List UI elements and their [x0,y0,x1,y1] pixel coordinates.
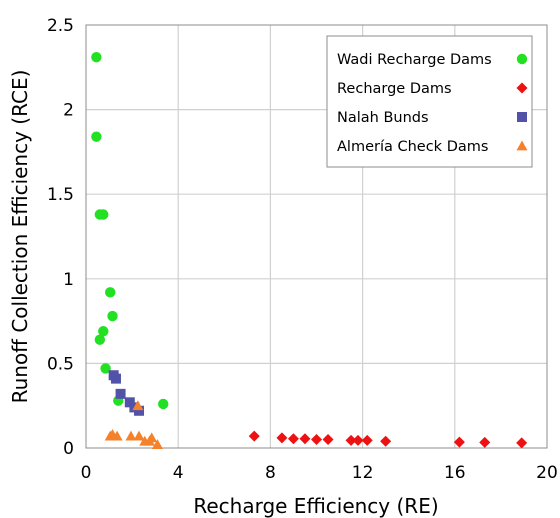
y-tick-label: 1 [63,270,74,290]
legend-label: Nalah Bunds [337,110,429,126]
y-tick-labels: 0 0.5 1 1.5 2 2.5 [47,16,74,459]
y-tick-label: 1.5 [47,185,74,205]
y-axis-title: Runoff Collection Efficiency (RCE) [8,70,32,404]
x-tick-label: 0 [81,463,92,483]
data-point [94,334,106,345]
series-1 [248,430,528,449]
data-point [299,433,311,445]
x-axis-title: Recharge Efficiency (RE) [193,494,438,518]
legend-marker [516,140,528,151]
data-point [91,131,102,142]
data-point [516,437,528,449]
x-tick-label: 16 [444,463,466,483]
data-point [105,287,116,298]
legend-items: Wadi Recharge Dams Recharge Dams Nalah Bun… [337,52,528,155]
y-tick-label: 2 [63,101,74,121]
x-tick-labels: 0 4 8 12 16 20 [81,463,558,483]
data-point [115,388,126,399]
y-tick-label: 0.5 [47,354,74,374]
data-point [345,434,357,446]
data-point [132,400,144,411]
data-point [110,373,121,384]
data-point [322,434,334,446]
series-3 [104,400,163,450]
legend-label: Almería Check Dams [337,139,488,155]
legend-box [326,35,533,168]
data-point [248,430,260,442]
x-tick-label: 12 [352,463,374,483]
data-point [107,310,118,322]
data-point [125,430,137,441]
data-point [134,405,145,416]
legend-label: Wadi Recharge Dams [337,52,492,68]
data-point [380,435,392,447]
x-tick-label: 20 [536,463,558,483]
x-tick-label: 4 [173,463,184,483]
data-point [287,433,299,445]
plot-border [85,24,548,449]
series-0 [91,51,169,410]
data-point [98,326,109,337]
legend: Wadi Recharge Dams Recharge Dams Nalah Bun… [326,35,533,168]
y-tick-label: 2.5 [47,16,74,36]
data-point [124,397,135,408]
data-point [352,434,364,446]
data-point [453,436,465,448]
data-point [479,436,491,448]
data-point [133,430,145,441]
data-markers [91,51,528,450]
data-point [151,439,163,450]
data-point [98,209,109,220]
data-point [361,434,373,446]
y-tick-label: 0 [63,439,74,459]
data-point [146,432,158,443]
data-point [111,430,123,441]
legend-marker [516,82,528,94]
data-point [276,432,288,444]
data-point [100,363,111,374]
legend-label: Recharge Dams [337,81,452,97]
x-tick-label: 8 [265,463,276,483]
legend-marker [516,53,528,65]
data-point [91,51,102,63]
legend-marker [517,112,527,122]
data-point [311,434,322,446]
data-point [158,398,169,410]
